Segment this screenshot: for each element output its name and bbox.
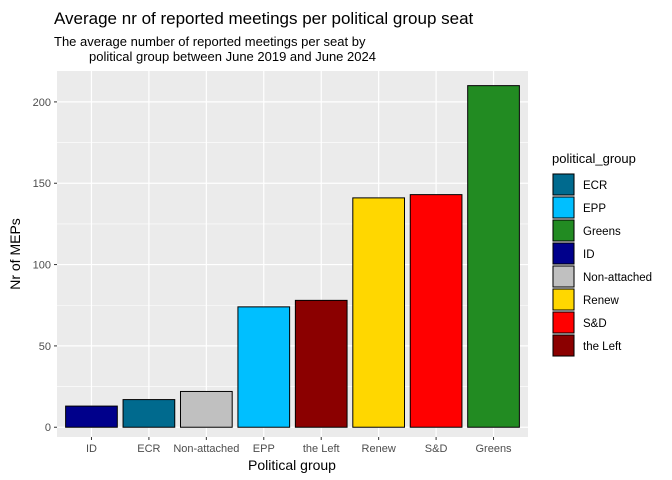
chart-title: Average nr of reported meetings per poli…	[54, 9, 474, 28]
legend-swatch	[552, 173, 575, 196]
legend-swatch	[552, 242, 575, 265]
legend-swatch	[552, 196, 575, 219]
x-tick-label: Renew	[362, 443, 396, 455]
bar-the-left	[294, 299, 348, 428]
legend-swatch	[552, 334, 575, 357]
x-tick-label: EPP	[253, 443, 275, 455]
legend-label: the Left	[583, 341, 622, 353]
legend-label: Renew	[583, 295, 619, 307]
legend-swatch	[552, 288, 575, 311]
chart-subtitle-line-1: The average number of reported meetings …	[54, 34, 366, 49]
y-tick-label: 50	[39, 341, 51, 353]
legend-swatch	[552, 219, 575, 242]
legend-label: S&D	[583, 318, 607, 330]
y-tick-label: 150	[33, 178, 51, 190]
bar-ecr	[122, 399, 176, 428]
legend-swatch	[552, 311, 575, 334]
bar-epp	[237, 306, 291, 428]
bar-id	[65, 405, 118, 428]
bars	[65, 85, 520, 428]
x-tick-label: the Left	[303, 443, 340, 455]
bar-non-attached	[179, 390, 233, 428]
x-tick-label: Non-attached	[173, 443, 239, 455]
x-tick-label: ID	[86, 443, 97, 455]
bar-s-d	[409, 194, 463, 428]
y-tick-label: 100	[33, 260, 51, 272]
legend-label: Greens	[583, 226, 621, 238]
legend-swatch	[552, 265, 575, 288]
x-tick-label: ECR	[137, 443, 160, 455]
legend: political_group ECR EPP Greens ID Non-attach…	[552, 151, 652, 357]
legend-label: ID	[583, 249, 595, 261]
legend-label: ECR	[583, 180, 607, 192]
legend-label: EPP	[583, 203, 606, 215]
bar-renew	[352, 197, 406, 428]
x-axis-ticks: ID ECR Non-attached EPP the Left Renew S&D Gree…	[86, 437, 512, 455]
legend-title: political_group	[552, 151, 636, 166]
legend-label: Non-attached	[583, 272, 652, 284]
y-axis-title: Nr of MEPs	[7, 218, 23, 290]
x-tick-label: S&D	[425, 443, 448, 455]
x-tick-label: Greens	[475, 443, 512, 455]
y-tick-label: 200	[33, 97, 51, 109]
chart-subtitle-line-2: political group between June 2019 and Ju…	[89, 49, 376, 64]
bar-greens	[467, 85, 520, 428]
x-axis-title: Political group	[248, 457, 336, 473]
y-tick-label: 0	[45, 422, 51, 434]
y-axis-ticks: 0 50 100 150 200	[33, 97, 57, 434]
